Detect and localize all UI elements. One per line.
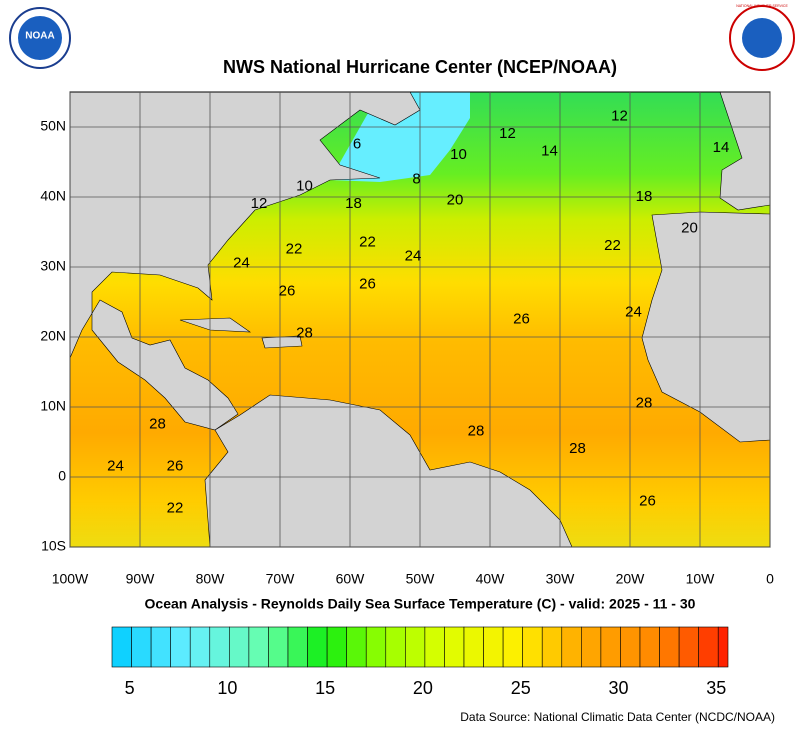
contour-label: 24 bbox=[107, 457, 124, 474]
x-tick-label: 40W bbox=[476, 571, 506, 587]
y-tick-label: 20N bbox=[40, 328, 66, 344]
colorbar-label: 15 bbox=[315, 678, 335, 698]
contour-label: 22 bbox=[286, 240, 303, 257]
colorbar-box bbox=[111, 626, 132, 668]
noaa-logo: NOAA bbox=[9, 7, 71, 69]
colorbar-label: 20 bbox=[413, 678, 433, 698]
y-tick-label: 30N bbox=[40, 258, 66, 274]
colorbar-box bbox=[307, 626, 328, 668]
contour-label: 12 bbox=[499, 125, 516, 142]
cold-water bbox=[330, 92, 470, 182]
contour-label: 12 bbox=[611, 107, 628, 124]
contour-label: 26 bbox=[279, 282, 296, 299]
colorbar-box bbox=[581, 626, 602, 668]
colorbar-box bbox=[209, 626, 230, 668]
contour-label: 28 bbox=[569, 440, 586, 457]
colorbar-box bbox=[131, 626, 152, 668]
colorbar-box bbox=[326, 626, 347, 668]
contour-label: 26 bbox=[359, 275, 376, 292]
colorbar-box bbox=[483, 626, 504, 668]
colorbar-label: 30 bbox=[608, 678, 628, 698]
colorbar-box bbox=[698, 626, 719, 668]
x-tick-label: 50W bbox=[406, 571, 436, 587]
colorbar-box bbox=[346, 626, 367, 668]
contour-label: 18 bbox=[636, 188, 653, 205]
colorbar-box bbox=[541, 626, 563, 668]
x-tick-label: 70W bbox=[266, 571, 296, 587]
contour-label: 28 bbox=[636, 394, 653, 411]
contour-label: 26 bbox=[513, 310, 530, 327]
y-tick-label: 10N bbox=[40, 398, 66, 414]
contour-label: 24 bbox=[625, 303, 642, 320]
colorbar-box bbox=[150, 626, 171, 668]
contour-label: 20 bbox=[681, 219, 698, 236]
x-tick-label: 90W bbox=[126, 571, 156, 587]
x-tick-label: 20W bbox=[616, 571, 646, 587]
colorbar-box bbox=[424, 626, 445, 668]
logo-text: NATIONAL WEATHER SERVICE bbox=[736, 4, 788, 8]
colorbar-box bbox=[444, 626, 465, 668]
colorbar-box bbox=[268, 626, 289, 668]
contour-label: 14 bbox=[541, 142, 558, 159]
x-tick-label: 30W bbox=[546, 571, 576, 587]
contour-label: 6 bbox=[353, 135, 361, 152]
contour-label: 24 bbox=[233, 254, 250, 271]
contour-label: 28 bbox=[296, 324, 313, 341]
colorbar-label: 5 bbox=[125, 678, 135, 698]
map-title: NWS National Hurricane Center (NCEP/NOAA… bbox=[223, 57, 617, 77]
y-tick-label: 0 bbox=[58, 468, 66, 484]
contour-label: 22 bbox=[359, 233, 376, 250]
colorbar-box bbox=[287, 626, 308, 668]
colorbar-label: 35 bbox=[706, 678, 726, 698]
contour-label: 28 bbox=[468, 422, 485, 439]
contour-label: 22 bbox=[604, 237, 621, 254]
contour-label: 14 bbox=[713, 139, 730, 156]
y-tick-label: 40N bbox=[40, 188, 66, 204]
contour-label: 24 bbox=[405, 247, 422, 264]
nws-logo: NATIONAL WEATHER SERVICE bbox=[729, 4, 795, 71]
colorbar-box bbox=[365, 626, 387, 668]
contour-label: 22 bbox=[167, 499, 184, 516]
colorbar-box bbox=[659, 626, 680, 668]
land bbox=[69, 91, 771, 548]
contour-label: 26 bbox=[167, 457, 184, 474]
colorbar-box bbox=[639, 626, 660, 668]
colorbar-box bbox=[229, 626, 250, 668]
map-subtitle: Ocean Analysis - Reynolds Daily Sea Surf… bbox=[145, 596, 696, 612]
x-tick-label: 80W bbox=[196, 571, 226, 587]
contour-label: 10 bbox=[296, 177, 313, 194]
colorbar-box bbox=[522, 626, 543, 668]
colorbar-box bbox=[620, 626, 641, 668]
colorbar-box bbox=[561, 626, 582, 668]
colorbar-box bbox=[248, 626, 269, 668]
x-tick-label: 0 bbox=[766, 571, 774, 587]
contour-label: 20 bbox=[447, 191, 464, 208]
contour-label: 8 bbox=[412, 170, 420, 187]
colorbar-box bbox=[463, 626, 484, 668]
logo-text: NOAA bbox=[25, 31, 54, 42]
y-tick-label: 10S bbox=[41, 538, 66, 554]
contour-label: 28 bbox=[149, 415, 166, 432]
contour-label: 18 bbox=[345, 195, 362, 212]
colorbar-box bbox=[170, 626, 191, 668]
data-source: Data Source: National Climatic Data Cent… bbox=[460, 710, 775, 724]
y-tick-label: 50N bbox=[40, 118, 66, 134]
contour-label: 26 bbox=[639, 492, 656, 509]
colorbar-box bbox=[385, 626, 406, 668]
contour-label: 10 bbox=[450, 146, 467, 163]
x-tick-label: 60W bbox=[336, 571, 366, 587]
contour-label: 12 bbox=[251, 195, 268, 212]
colorbar-box bbox=[189, 626, 211, 668]
colorbar-box bbox=[717, 626, 729, 668]
colorbar-label: 10 bbox=[217, 678, 237, 698]
colorbar-label: 25 bbox=[511, 678, 531, 698]
colorbar-box bbox=[405, 626, 426, 668]
x-tick-label: 10W bbox=[686, 571, 716, 587]
colorbar-box bbox=[678, 626, 699, 668]
colorbar-box bbox=[600, 626, 621, 668]
x-tick-label: 100W bbox=[52, 571, 89, 587]
colorbar-box bbox=[502, 626, 523, 668]
